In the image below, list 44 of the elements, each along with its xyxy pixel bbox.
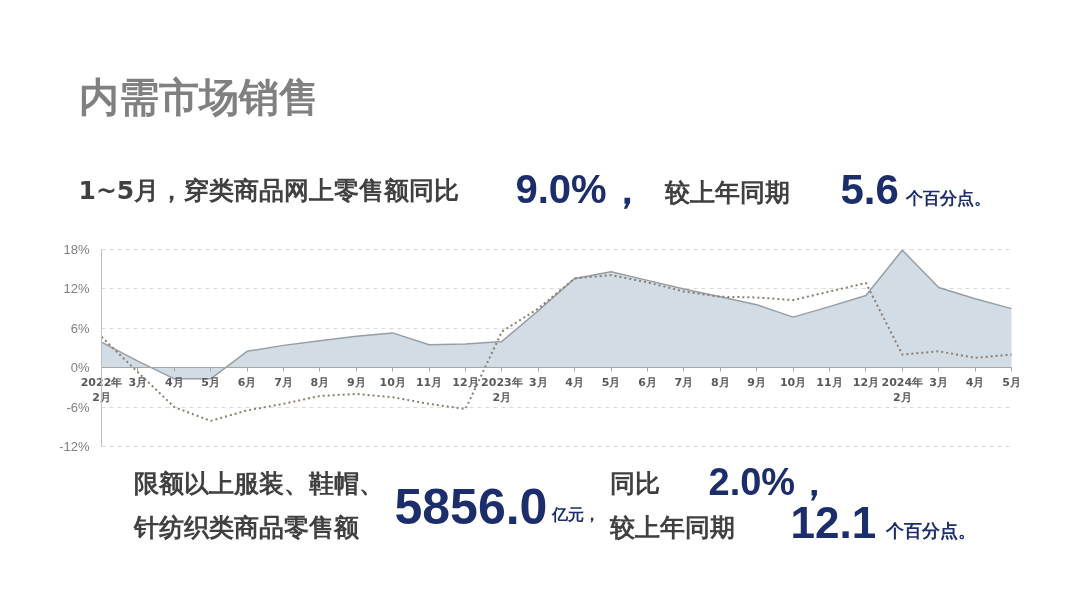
- x-tick-label: 11月: [816, 375, 843, 389]
- text: 亿元，: [550, 505, 600, 524]
- x-tick-label: 8月: [310, 375, 330, 389]
- y-tick-label: -12%: [59, 439, 90, 454]
- y-tick-label: 18%: [63, 242, 90, 257]
- y-tick-label: 12%: [63, 281, 90, 297]
- text: 5.6: [840, 166, 899, 213]
- x-tick-label: 6月: [237, 375, 257, 389]
- x-tick-label: 12月: [452, 375, 479, 389]
- text: 9.0%，: [515, 166, 647, 211]
- text: 1~5月，穿类商品网上零售额同比: [78, 176, 460, 205]
- y-tick-label: 6%: [70, 320, 90, 336]
- x-tick-label: 9月: [346, 375, 366, 389]
- x-tick-label: 11月: [415, 375, 443, 389]
- x-tick-label: 7月: [674, 375, 694, 389]
- text: 个百分点。: [884, 520, 976, 541]
- text: 同比: [609, 469, 660, 498]
- x-tick-label: 3月: [128, 375, 148, 389]
- text: 限额以上服装、鞋帽、: [133, 469, 384, 498]
- x-tick-label: 5月: [1002, 375, 1021, 389]
- text: 5856.0: [394, 479, 548, 535]
- x-tick-label: 8月: [710, 375, 730, 389]
- x-tick-label: 5月: [601, 375, 621, 389]
- x-tick-label: 3月: [528, 375, 548, 389]
- x-tick-label: 5月: [201, 375, 221, 389]
- x-tick-label: 2023年 2月: [481, 375, 523, 405]
- text: 较上年同期: [608, 513, 735, 542]
- x-tick-label: 10月: [379, 375, 406, 389]
- text: 针纺织类商品零售额: [132, 513, 360, 542]
- chart-title: 内需市场销售: [78, 73, 319, 120]
- y-tick-label: -6%: [66, 399, 90, 415]
- y-tick-label: 0%: [70, 360, 90, 376]
- x-tick-label: 12月: [852, 375, 880, 389]
- text: 个百分点。: [904, 187, 991, 208]
- x-tick-label: 2024年 2月: [881, 375, 924, 405]
- x-tick-label: 4月: [164, 375, 184, 389]
- x-tick-label: 10月: [779, 375, 807, 389]
- x-tick-label: 7月: [274, 375, 293, 389]
- x-tick-label: 9月: [747, 375, 767, 389]
- x-tick-label: 3月: [929, 375, 949, 389]
- x-tick-label: 6月: [638, 375, 657, 389]
- x-tick-label: 4月: [965, 375, 985, 389]
- x-tick-label: 4月: [565, 375, 585, 389]
- text: 较上年同期: [663, 178, 790, 207]
